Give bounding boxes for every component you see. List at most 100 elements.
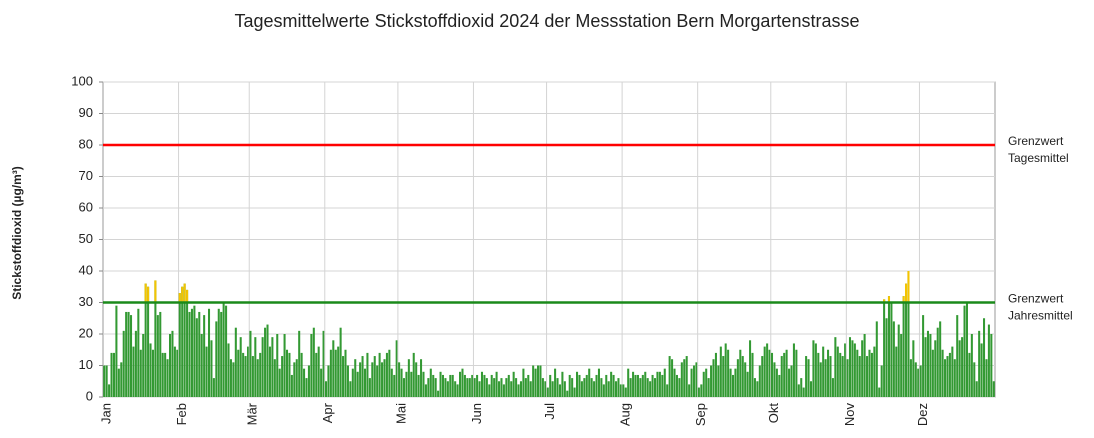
bar xyxy=(220,311,223,397)
bar xyxy=(887,296,891,397)
bar xyxy=(200,334,203,397)
bar xyxy=(134,330,137,397)
bar xyxy=(649,381,652,397)
bar xyxy=(883,299,886,397)
bar xyxy=(914,362,917,397)
bar xyxy=(344,349,347,397)
bar xyxy=(605,374,608,397)
bar xyxy=(417,374,420,397)
x-tick-label: Mär xyxy=(245,402,260,425)
bar xyxy=(783,352,786,397)
bar xyxy=(600,378,603,397)
bar xyxy=(753,378,756,397)
bar xyxy=(824,359,827,397)
bar xyxy=(283,334,286,397)
bar xyxy=(186,289,189,397)
bar xyxy=(683,359,686,397)
bar xyxy=(563,381,566,397)
bar xyxy=(515,378,518,397)
bar xyxy=(351,368,354,397)
bar xyxy=(239,337,242,397)
bar xyxy=(298,330,301,397)
bar xyxy=(866,356,869,397)
bar xyxy=(707,378,710,397)
bar xyxy=(339,327,342,397)
bar xyxy=(831,378,834,397)
bar xyxy=(120,362,123,397)
bar xyxy=(853,343,856,397)
x-tick-label: Feb xyxy=(174,403,189,425)
bar xyxy=(829,356,832,397)
bar xyxy=(668,356,671,397)
bar xyxy=(965,302,968,397)
bar xyxy=(958,340,961,397)
bar xyxy=(264,327,267,397)
bar xyxy=(527,374,530,397)
bar xyxy=(444,378,447,397)
bar xyxy=(383,359,386,397)
y-tick-label: 60 xyxy=(79,199,93,214)
bar xyxy=(700,384,703,397)
reference-label: Grenzwert xyxy=(1008,134,1064,148)
bar xyxy=(819,362,822,397)
bar xyxy=(573,387,576,397)
bar xyxy=(229,359,232,397)
bar xyxy=(393,374,396,397)
x-tick-label: Jun xyxy=(469,403,484,424)
bar xyxy=(300,352,303,397)
bar-exceedance xyxy=(902,296,905,303)
bar xyxy=(342,356,345,397)
bar xyxy=(597,368,600,397)
bar xyxy=(483,374,486,397)
bar xyxy=(929,334,932,397)
bar xyxy=(761,356,764,397)
bar xyxy=(259,352,262,397)
bar xyxy=(632,371,635,397)
bar xyxy=(917,368,920,397)
bar xyxy=(164,352,167,397)
bar xyxy=(578,374,581,397)
bar xyxy=(519,381,522,397)
bar xyxy=(970,334,973,397)
bar xyxy=(778,374,781,397)
bar-exceedance xyxy=(144,283,147,303)
bar xyxy=(415,362,418,397)
bar xyxy=(137,308,140,397)
bar xyxy=(724,343,727,397)
bar xyxy=(727,349,730,397)
bar xyxy=(242,352,245,397)
bar xyxy=(117,368,120,397)
bar xyxy=(936,327,939,397)
bar xyxy=(580,381,583,397)
bar xyxy=(125,311,128,397)
bar xyxy=(673,368,676,397)
bar xyxy=(476,374,479,397)
bar xyxy=(627,368,630,397)
bar xyxy=(473,378,476,397)
bar xyxy=(788,368,791,397)
bar xyxy=(354,359,357,397)
x-tick-label: Okt xyxy=(766,403,781,424)
x-tick-label: Apr xyxy=(320,402,335,423)
bar xyxy=(337,346,340,397)
bar xyxy=(446,381,449,397)
bar xyxy=(381,362,384,397)
bar xyxy=(181,286,184,397)
bar xyxy=(456,384,459,397)
bar xyxy=(534,368,537,397)
bar xyxy=(639,378,642,397)
bar xyxy=(944,359,947,397)
bar xyxy=(441,374,445,397)
bar xyxy=(532,365,535,397)
bar xyxy=(402,378,406,397)
bar xyxy=(702,371,705,397)
bar xyxy=(734,368,737,397)
bar xyxy=(554,368,557,397)
bar xyxy=(983,318,986,397)
bar xyxy=(398,362,401,397)
bar xyxy=(290,374,293,397)
bar xyxy=(846,359,849,397)
bar xyxy=(212,378,215,397)
bar xyxy=(166,359,169,397)
bar xyxy=(653,378,657,397)
